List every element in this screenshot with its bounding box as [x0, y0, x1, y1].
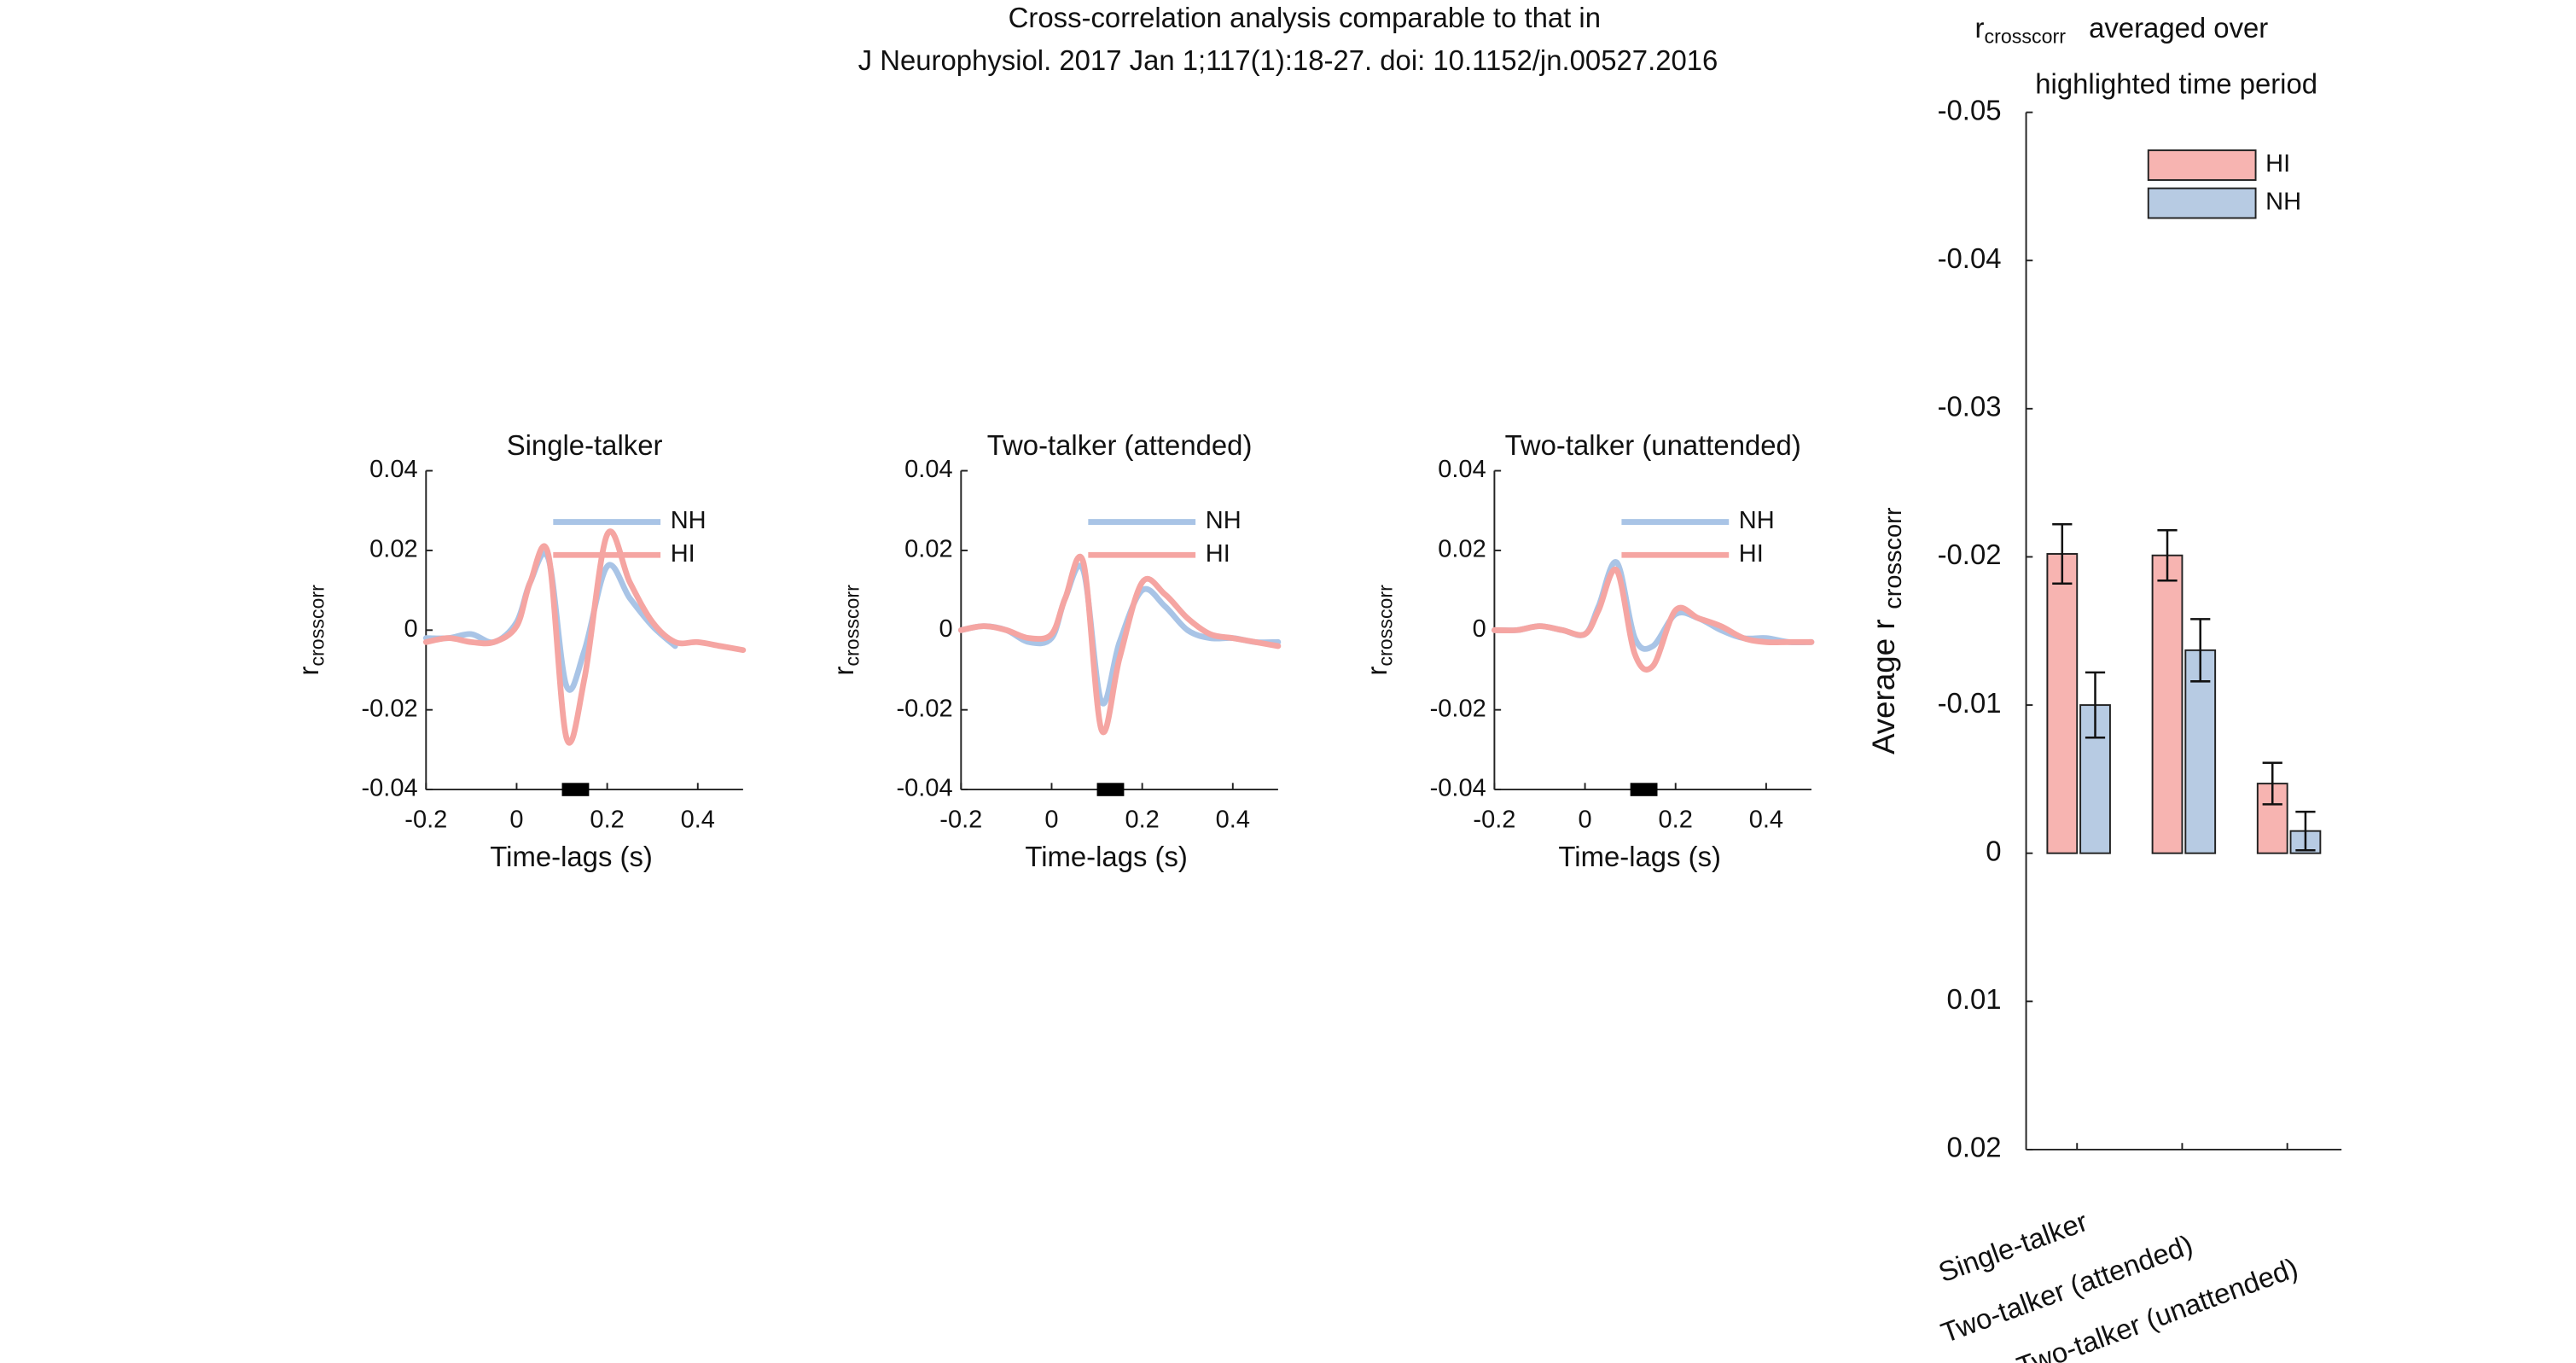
error-bar	[2157, 528, 2178, 582]
x-tick-label: -0.2	[1473, 807, 1515, 834]
subscript: crosscorr	[1985, 26, 2067, 48]
title-main: r	[1975, 12, 1985, 44]
error-bar	[2262, 761, 2282, 806]
y-axis-label: rcrosscorr	[293, 585, 329, 676]
y-axis-label: rcrosscorr	[828, 585, 864, 676]
legend-swatch	[2147, 187, 2257, 219]
y-tick-label: 0.02	[1438, 536, 1486, 563]
subscript: crosscorr	[1375, 585, 1397, 667]
error-bar	[2085, 671, 2106, 739]
legend-label: NH	[1206, 507, 1241, 534]
y-tick-label: 0.04	[369, 456, 417, 483]
y-tick-label: 0	[939, 615, 953, 643]
x-tick-label: 0.4	[1216, 807, 1250, 834]
x-tick-label: 0	[509, 807, 523, 834]
legend-label: HI	[1739, 540, 1764, 568]
highlight-period	[1630, 783, 1658, 796]
subscript: crosscorr	[306, 585, 329, 667]
x-tick-label: 0.4	[1749, 807, 1783, 834]
x-tick-label: 0.4	[681, 807, 715, 834]
bar	[2151, 554, 2183, 854]
y-axis-label-main: r	[1361, 667, 1393, 676]
chart-title: highlighted time period	[2035, 67, 2317, 99]
chart-title: rcrosscorr averaged over	[1975, 12, 2269, 48]
y-tick-label: -0.02	[1938, 539, 2002, 570]
x-tick-label: 0	[1578, 807, 1591, 834]
error-bar	[2190, 618, 2211, 683]
series-line	[1492, 559, 1815, 652]
y-tick-label: 0.02	[1947, 1132, 2002, 1163]
y-tick-label: 0	[404, 615, 417, 643]
y-tick-label: 0.04	[904, 456, 952, 483]
figure-title: Cross-correlation analysis comparable to…	[1009, 2, 1601, 33]
series-line	[1492, 566, 1815, 673]
y-tick-label: -0.04	[1938, 242, 2002, 274]
x-tick-label: 0.2	[1125, 807, 1159, 834]
error-bar	[2295, 810, 2316, 852]
y-tick-label: 0.02	[904, 536, 952, 563]
legend-label: HI	[2265, 150, 2290, 178]
y-tick-label: 0	[1986, 835, 2001, 866]
panel-title: Single-talker	[507, 429, 663, 461]
subscript: crosscorr	[1879, 507, 1906, 609]
legend-swatch	[2147, 149, 2257, 181]
x-axis-label: Time-lags (s)	[1025, 841, 1188, 872]
legend-label: NH	[2265, 189, 2301, 216]
title-rest: averaged over	[2089, 12, 2268, 44]
y-axis-label: rcrosscorr	[1361, 585, 1397, 676]
y-tick-label: 0.02	[369, 536, 417, 563]
panel-title: Two-talker (attended)	[987, 429, 1253, 461]
y-tick-label: -0.04	[361, 775, 417, 802]
y-tick-label: -0.05	[1938, 94, 2002, 125]
bar	[2046, 553, 2079, 854]
x-tick-label: 0	[1044, 807, 1058, 834]
series-line	[957, 553, 1282, 736]
y-axis-label-main: r	[293, 667, 324, 676]
legend-label: NH	[1739, 507, 1775, 534]
y-tick-label: -0.02	[1430, 695, 1486, 722]
y-tick-label: 0.04	[1438, 456, 1486, 483]
highlight-period	[1096, 783, 1125, 796]
y-tick-label: 0	[1473, 615, 1486, 643]
y-tick-label: -0.02	[897, 695, 953, 722]
subscript: crosscorr	[841, 585, 864, 667]
y-axis-label-main: Average r	[1866, 619, 1901, 754]
y-tick-label: 0.01	[1947, 983, 2002, 1015]
panel-title: Two-talker (unattended)	[1505, 429, 1801, 461]
x-axis-label: Time-lags (s)	[490, 841, 653, 872]
series-line	[957, 562, 1282, 707]
y-tick-label: -0.04	[1430, 775, 1486, 802]
error-bar	[2052, 523, 2073, 585]
y-tick-label: -0.02	[361, 695, 417, 722]
legend-label: NH	[671, 507, 707, 534]
y-axis-label: Average r crosscorr	[1866, 507, 1907, 754]
highlight-period	[561, 783, 590, 796]
legend-label: HI	[1206, 540, 1230, 568]
figure-title: J Neurophysiol. 2017 Jan 1;117(1):18-27.…	[858, 44, 1718, 76]
x-axis-label: Time-lags (s)	[1558, 841, 1721, 872]
x-tick-label: -0.2	[939, 807, 982, 834]
legend-label: HI	[671, 540, 695, 568]
y-tick-label: -0.03	[1938, 391, 2002, 422]
series-line	[422, 528, 747, 746]
x-tick-label: -0.2	[404, 807, 447, 834]
x-tick-label: 0.2	[1659, 807, 1693, 834]
y-tick-label: -0.01	[1938, 687, 2002, 719]
y-axis-label-main: r	[828, 667, 859, 676]
x-tick-label: 0.2	[590, 807, 624, 834]
y-tick-label: -0.04	[897, 775, 953, 802]
